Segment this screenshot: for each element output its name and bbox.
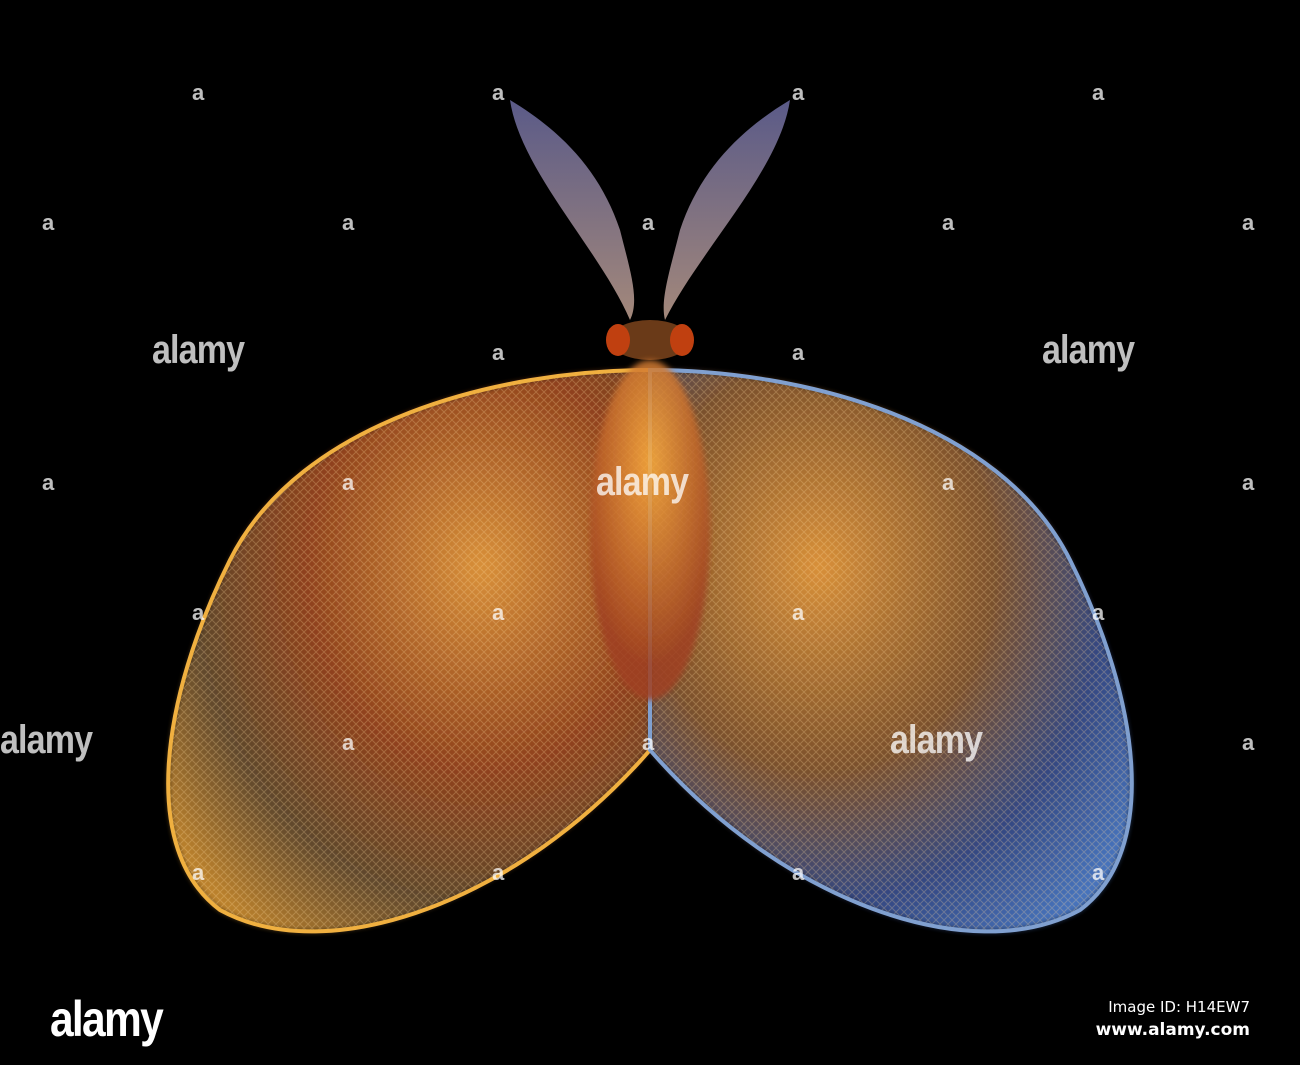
watermark: alamy <box>1042 328 1135 372</box>
antennae <box>510 100 790 320</box>
watermark-a: a <box>342 730 355 755</box>
body <box>590 360 710 700</box>
watermark-a: a <box>1092 80 1105 105</box>
watermark-a: a <box>1092 600 1105 625</box>
watermark-a: a <box>642 210 655 235</box>
watermark-a: a <box>42 470 55 495</box>
alamy-logo: alamy <box>50 991 164 1047</box>
watermark-a: a <box>792 600 805 625</box>
watermark-a: a <box>1242 730 1255 755</box>
watermark-a: a <box>792 80 805 105</box>
watermark-a: a <box>192 80 205 105</box>
watermark-a: a <box>1242 210 1255 235</box>
watermark-a: a <box>942 470 955 495</box>
watermark-a: a <box>492 860 505 885</box>
watermark: alamy <box>0 718 93 762</box>
watermark-a: a <box>792 340 805 365</box>
watermark-a: a <box>342 470 355 495</box>
watermark-a: a <box>342 210 355 235</box>
watermark: alamy <box>596 460 689 504</box>
watermark-a: a <box>942 210 955 235</box>
watermark-a: a <box>1092 860 1105 885</box>
image-id: Image ID: H14EW7 <box>1108 998 1250 1016</box>
site-url: www.alamy.com <box>1095 1020 1250 1040</box>
watermark-a: a <box>192 600 205 625</box>
watermark-a: a <box>792 860 805 885</box>
watermark-a: a <box>1242 470 1255 495</box>
watermark-a: a <box>42 210 55 235</box>
watermark-a: a <box>492 600 505 625</box>
watermark-a: a <box>642 730 655 755</box>
watermark-a: a <box>192 860 205 885</box>
wings <box>166 367 1134 934</box>
head <box>606 320 694 360</box>
watermark-a: a <box>492 80 505 105</box>
watermark: alamy <box>890 718 983 762</box>
watermark-a: a <box>492 340 505 365</box>
watermark: alamy <box>152 328 245 372</box>
